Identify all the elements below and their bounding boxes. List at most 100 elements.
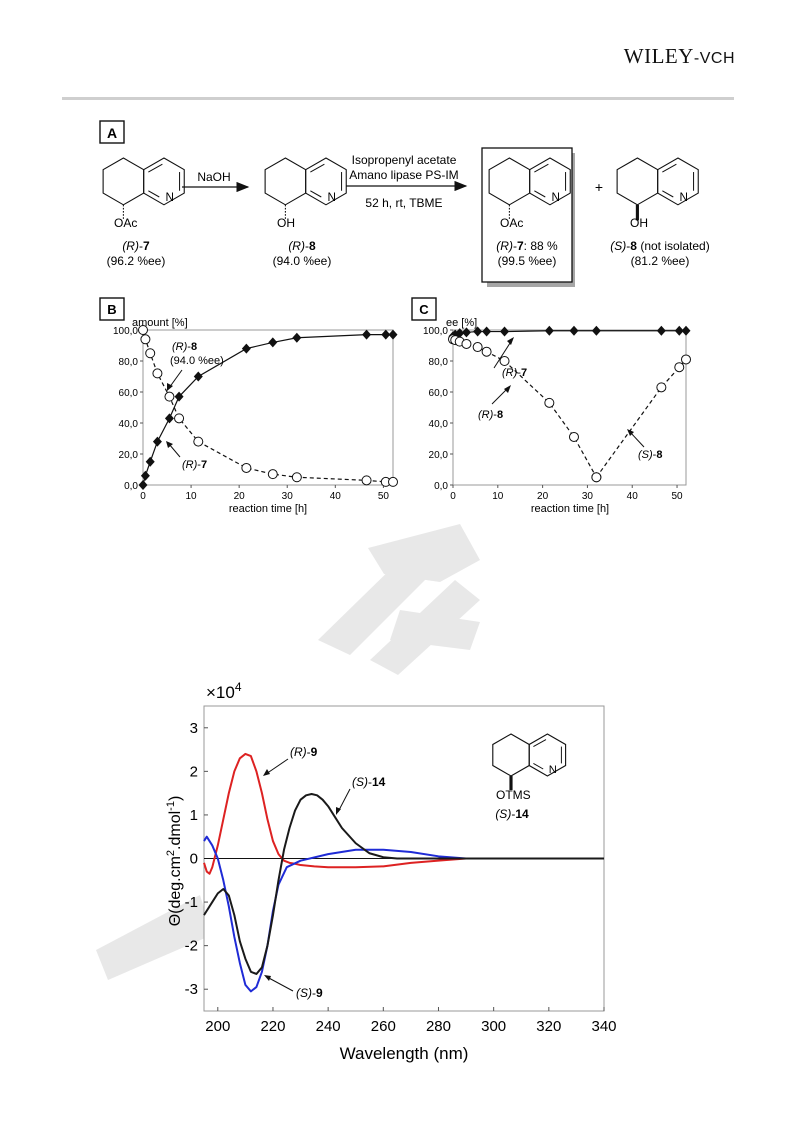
cd-ytick-label: 0 — [190, 851, 198, 868]
cd-series-black — [203, 793, 604, 975]
cd-xtick-label: 260 — [371, 1018, 396, 1035]
c-series-line — [595, 359, 687, 478]
compound-r7-ee: (96.2 %ee) — [107, 254, 166, 268]
b-ytick-label: 40,0 — [119, 419, 139, 430]
cd-xtick-label: 340 — [591, 1018, 616, 1035]
cd-xlabel: Wavelength (nm) — [340, 1044, 469, 1063]
cd-xtick-label: 240 — [316, 1018, 341, 1035]
c-xtick-label: 40 — [627, 491, 639, 502]
arrow2-line3: 52 h, rt, TBME — [365, 196, 442, 210]
cd-arrow-s9 — [266, 976, 294, 992]
c-point-diamond — [482, 326, 492, 337]
publisher-logo: WILEY-VCH — [623, 44, 735, 68]
c-point-diamond — [569, 325, 579, 336]
compound-r7-label: (R)-7 — [122, 239, 150, 253]
b-ytick-label: 100,0 — [113, 326, 138, 337]
b-xtick-label: 30 — [282, 491, 294, 502]
b-point-diamond — [174, 391, 184, 402]
arrow2-line1: Isopropenyl acetate — [352, 153, 457, 167]
arrow2-line2: Amano lipase PS-IM — [349, 168, 458, 182]
c-point-circle — [544, 397, 555, 408]
b-point-diamond — [138, 480, 148, 490]
c-ytick-label: 100,0 — [423, 326, 448, 337]
c-point-diamond — [455, 328, 465, 339]
b-point-circle — [193, 436, 204, 447]
cd-ytick-label: -3 — [185, 981, 198, 998]
svg-text:N: N — [328, 191, 336, 204]
b-point-diamond — [140, 470, 150, 481]
b-point-diamond — [164, 413, 174, 424]
b-point-diamond — [193, 371, 203, 382]
cd-arrow-r9 — [265, 758, 289, 775]
c-point-diamond — [656, 325, 666, 336]
compound-r7: N — [102, 157, 185, 221]
product-ee: (99.5 %ee) — [498, 254, 557, 268]
cd-ytick-label: 1 — [190, 807, 198, 824]
b-ytick-label: 80,0 — [119, 357, 139, 368]
panel-c-label: C — [419, 302, 429, 317]
cd-ytick-label: -1 — [185, 894, 198, 911]
c-point-diamond — [591, 325, 601, 336]
arrow1-label: NaOH — [197, 170, 230, 184]
b-xtick-label: 50 — [378, 491, 390, 502]
c-point-diamond — [681, 325, 691, 336]
cd-annot-r9: (R)-9 — [290, 745, 318, 759]
c-ytick-label: 0,0 — [434, 481, 448, 492]
cd-xtick-label: 300 — [481, 1018, 506, 1035]
c-xtick-label: 10 — [492, 491, 504, 502]
b-point-circle — [361, 475, 372, 486]
c-point-circle — [461, 338, 472, 349]
cd-xtick-label: 220 — [260, 1018, 285, 1035]
c-xtick-label: 50 — [671, 491, 683, 502]
cd-xtick-label: 280 — [426, 1018, 451, 1035]
chart-b-annot-r7: (R)-7 — [182, 459, 207, 471]
compound-r7-product: N — [488, 157, 571, 221]
b-xtick-label: 40 — [330, 491, 342, 502]
cd-annot-s14: (S)-14 — [352, 775, 386, 789]
b-ytick-label: 60,0 — [119, 388, 139, 399]
b-ytick-label: 0,0 — [124, 481, 138, 492]
chart-c-arrow-r8 — [491, 387, 509, 405]
c-point-circle — [481, 346, 492, 357]
b-point-circle — [138, 325, 148, 335]
b-xtick-label: 20 — [234, 491, 246, 502]
compound-s8-label: (S)-8 (not isolated) — [610, 239, 709, 253]
b-point-circle — [152, 368, 163, 379]
cd-scale-label: ×104 — [206, 680, 242, 702]
compound-r8-substituent: OH — [277, 216, 295, 230]
chart-c-annot-r8: (R)-8 — [478, 409, 503, 421]
c-point-circle — [591, 472, 602, 483]
c-point-circle — [472, 342, 483, 353]
compound-r8-label: (R)-8 — [288, 239, 316, 253]
cd-ytick-label: 2 — [190, 763, 198, 780]
b-xtick-label: 10 — [186, 491, 198, 502]
panel-b-label: B — [107, 302, 116, 317]
chart-c: C ee [%] 0,0 20,0 40,0 60,0 80,0 100,0 0 10 20 30… — [411, 297, 691, 515]
compound-r8-ee: (94.0 %ee) — [273, 254, 332, 268]
chart-b-arrow-r7 — [168, 443, 181, 458]
svg-text:N: N — [680, 191, 688, 204]
b-point-circle — [267, 469, 278, 480]
c-ytick-label: 60,0 — [429, 388, 449, 399]
b-point-diamond — [152, 436, 162, 447]
compound-r8: N — [264, 157, 347, 221]
cd-ytick-label: -2 — [185, 938, 198, 955]
b-xtick-label: 0 — [140, 491, 146, 502]
b-point-circle — [388, 476, 398, 487]
b-point-diamond — [241, 343, 251, 354]
compound-s8-ee: (81.2 %ee) — [631, 254, 690, 268]
b-point-circle — [140, 334, 151, 345]
b-point-circle — [164, 391, 175, 402]
product-label: (R)-7: 88 % — [496, 239, 558, 253]
chart-c-annot-r7: (R)-7 — [502, 367, 527, 379]
product-box — [481, 147, 573, 283]
c-point-diamond — [674, 325, 684, 336]
c-point-diamond — [473, 326, 483, 337]
cd-structure-label: (S)-14 — [495, 807, 529, 821]
panel-a-label: A — [107, 125, 117, 141]
c-point-circle — [656, 382, 667, 393]
c-point-circle — [499, 356, 510, 366]
